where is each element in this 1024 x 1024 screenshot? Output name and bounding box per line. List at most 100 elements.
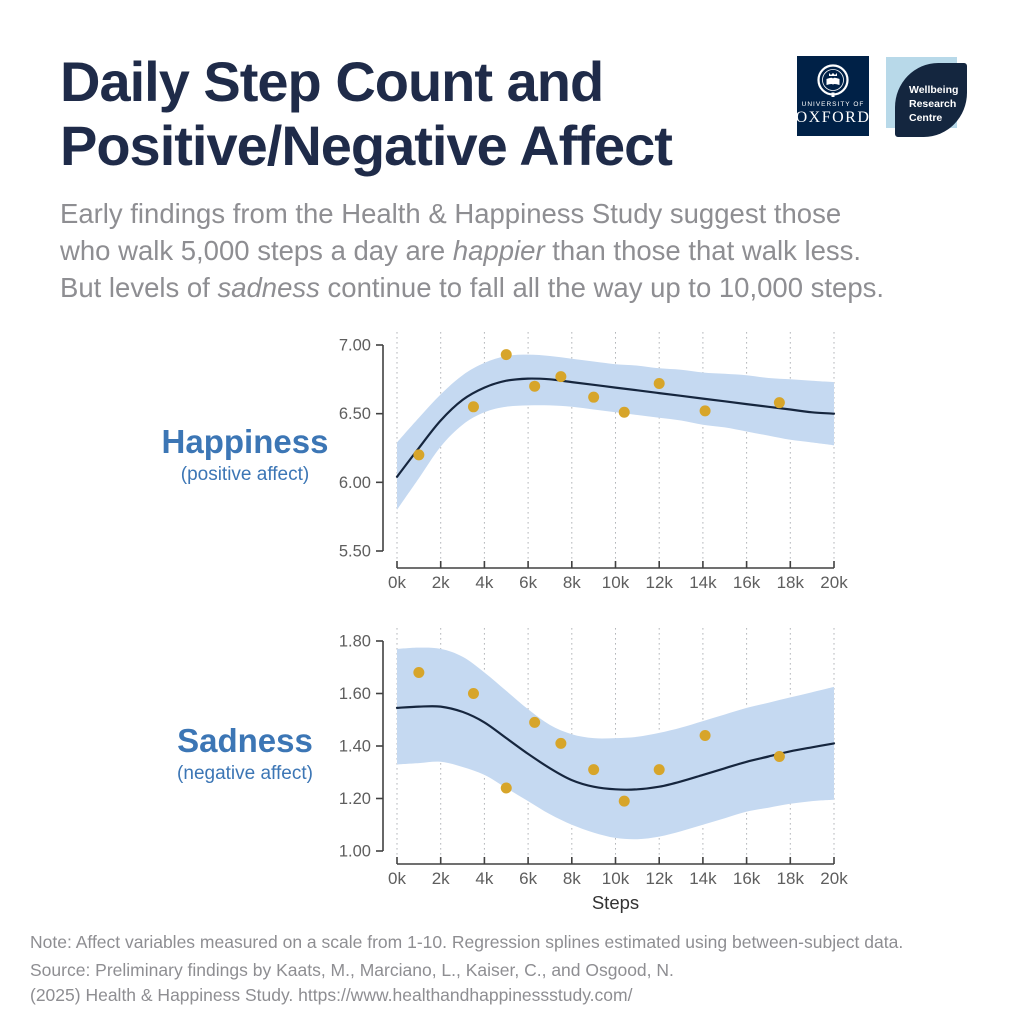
data-point xyxy=(555,371,567,383)
happiness-y-axis: 7.00 6.50 6.00 5.50 xyxy=(339,337,384,561)
subtitle-line-3-text-end: continue to fall all the way up to 10,00… xyxy=(319,271,885,303)
oxford-wordmark: OXFORD xyxy=(795,109,871,126)
subtitle-line-2: who walk 5,000 steps a day are happier t… xyxy=(60,233,884,270)
data-point xyxy=(500,782,512,794)
sadness-chart-label: Sadness (negative affect) xyxy=(120,722,370,785)
happiness-chart-label: Happiness (positive affect) xyxy=(120,423,370,486)
data-point xyxy=(618,406,630,418)
x-tick-label: 14k xyxy=(689,869,717,888)
x-tick-label: 12k xyxy=(645,573,673,592)
sadness-confidence-band xyxy=(397,647,834,840)
data-point xyxy=(699,730,711,741)
x-tick-label: 4k xyxy=(475,869,493,888)
happiness-spline-line xyxy=(395,377,836,478)
x-tick-label: 12k xyxy=(645,869,673,888)
x-tick-label: 2k xyxy=(432,869,450,888)
subtitle-happier-emphasis: happier xyxy=(452,234,545,266)
y-tick-label: 6.00 xyxy=(339,474,371,492)
footer-note: Note: Affect variables measured on a sca… xyxy=(30,932,904,952)
sadness-chart: 1.80 1.60 1.40 1.20 1.00 0k 2k 4k 6k 8k 10k 12k 14k 1… xyxy=(339,628,848,913)
footer-source: Source: Preliminary findings by Kaats, M… xyxy=(30,958,674,1008)
data-point xyxy=(529,716,541,728)
x-tick-label: 0k xyxy=(388,573,406,592)
happiness-scatter-points xyxy=(413,349,785,461)
data-point xyxy=(773,751,785,762)
page-title: Daily Step Count and Positive/Negative A… xyxy=(60,50,673,178)
oxford-university-of-text: UNIVERSITY OF xyxy=(801,101,865,108)
x-tick-label: 16k xyxy=(733,869,761,888)
data-point xyxy=(618,795,630,807)
x-tick-label: 10k xyxy=(602,573,630,592)
y-tick-label: 7.00 xyxy=(339,337,371,355)
x-tick-label: 0k xyxy=(388,869,406,888)
x-tick-label: 20k xyxy=(820,869,848,888)
x-tick-label: 8k xyxy=(563,869,581,888)
x-tick-label: 18k xyxy=(777,573,805,592)
data-point xyxy=(529,380,541,392)
data-point xyxy=(773,397,785,409)
subtitle-line-2-text-end: than those that walk less. xyxy=(544,234,862,266)
data-point xyxy=(653,764,665,776)
y-tick-label: 1.20 xyxy=(339,790,371,808)
data-point xyxy=(467,688,479,699)
data-point xyxy=(500,349,512,361)
x-tick-label: 20k xyxy=(820,573,848,592)
y-tick-label: 1.40 xyxy=(339,738,371,756)
logo-group: UNIVERSITY OF OXFORD Wellbeing Research … xyxy=(795,56,975,141)
x-tick-label: 6k xyxy=(519,869,537,888)
oxford-university-logo: UNIVERSITY OF OXFORD xyxy=(795,56,871,136)
subtitle-sadness-emphasis: sadness xyxy=(217,271,320,303)
sadness-spline-line xyxy=(395,705,836,791)
footer-source-line-2: (2025) Health & Happiness Study. https:/… xyxy=(30,984,633,1005)
subtitle-line-2-text: who walk 5,000 steps a day are xyxy=(60,234,453,266)
oxford-crest-icon xyxy=(817,64,849,97)
y-tick-label: 6.50 xyxy=(339,405,371,423)
happiness-label-subtitle: (positive affect) xyxy=(180,463,310,485)
x-tick-label: 8k xyxy=(563,573,581,592)
x-tick-label: 18k xyxy=(777,869,805,888)
y-tick-label: 1.60 xyxy=(339,685,371,703)
data-point xyxy=(467,401,479,413)
title-line-2: Positive/Negative Affect xyxy=(60,113,673,177)
sadness-label-subtitle: (negative affect) xyxy=(177,762,313,784)
y-tick-label: 5.50 xyxy=(339,543,371,561)
y-tick-label: 1.00 xyxy=(339,843,371,861)
wellbeing-research-centre-logo: Wellbeing Research Centre xyxy=(886,57,967,137)
x-tick-label: 16k xyxy=(733,573,761,592)
happiness-confidence-band xyxy=(397,354,834,510)
wrc-logo-line-3: Centre xyxy=(909,111,943,124)
wrc-leaf-icon: Wellbeing Research Centre xyxy=(895,63,967,137)
footer-source-line-1: Source: Preliminary findings by Kaats, M… xyxy=(30,960,674,980)
subtitle-line-3-text: But levels of xyxy=(60,271,218,303)
subtitle: Early findings from the Health & Happine… xyxy=(60,196,884,307)
sadness-y-axis: 1.80 1.60 1.40 1.20 1.00 xyxy=(339,633,384,861)
data-point xyxy=(588,391,600,403)
sadness-x-axis-title: Steps xyxy=(592,892,639,913)
x-tick-label: 14k xyxy=(689,573,717,592)
sadness-x-axis: 0k 2k 4k 6k 8k 10k 12k 14k 16k 18k 20k xyxy=(388,857,848,888)
x-tick-label: 2k xyxy=(432,573,450,592)
sadness-scatter-points xyxy=(413,667,785,807)
data-point xyxy=(653,377,665,389)
data-point xyxy=(555,737,567,749)
happiness-label-title: Happiness xyxy=(161,423,329,460)
x-tick-label: 6k xyxy=(519,573,537,592)
data-point xyxy=(413,449,425,461)
subtitle-line-1: Early findings from the Health & Happine… xyxy=(60,198,842,229)
x-tick-label: 4k xyxy=(475,573,493,592)
x-tick-label: 10k xyxy=(602,869,630,888)
y-tick-label: 1.80 xyxy=(339,633,371,651)
data-point xyxy=(413,667,425,678)
wrc-logo-line-2: Research xyxy=(909,97,957,110)
data-point xyxy=(699,405,711,417)
happiness-x-axis: 0k 2k 4k 6k 8k 10k 12k 14k 16k 18k 20k xyxy=(388,561,848,592)
sadness-label-title: Sadness xyxy=(177,722,313,759)
wrc-logo-line-1: Wellbeing xyxy=(909,84,959,96)
happiness-chart: 7.00 6.50 6.00 5.50 0k 2k 4k 6k 8k 10k 12k 14k 16k 18… xyxy=(339,332,848,592)
title-line-1: Daily Step Count and xyxy=(60,50,604,113)
data-point xyxy=(588,764,600,776)
happiness-gridlines xyxy=(396,332,835,561)
subtitle-line-3: But levels of sadness continue to fall a… xyxy=(60,270,884,307)
